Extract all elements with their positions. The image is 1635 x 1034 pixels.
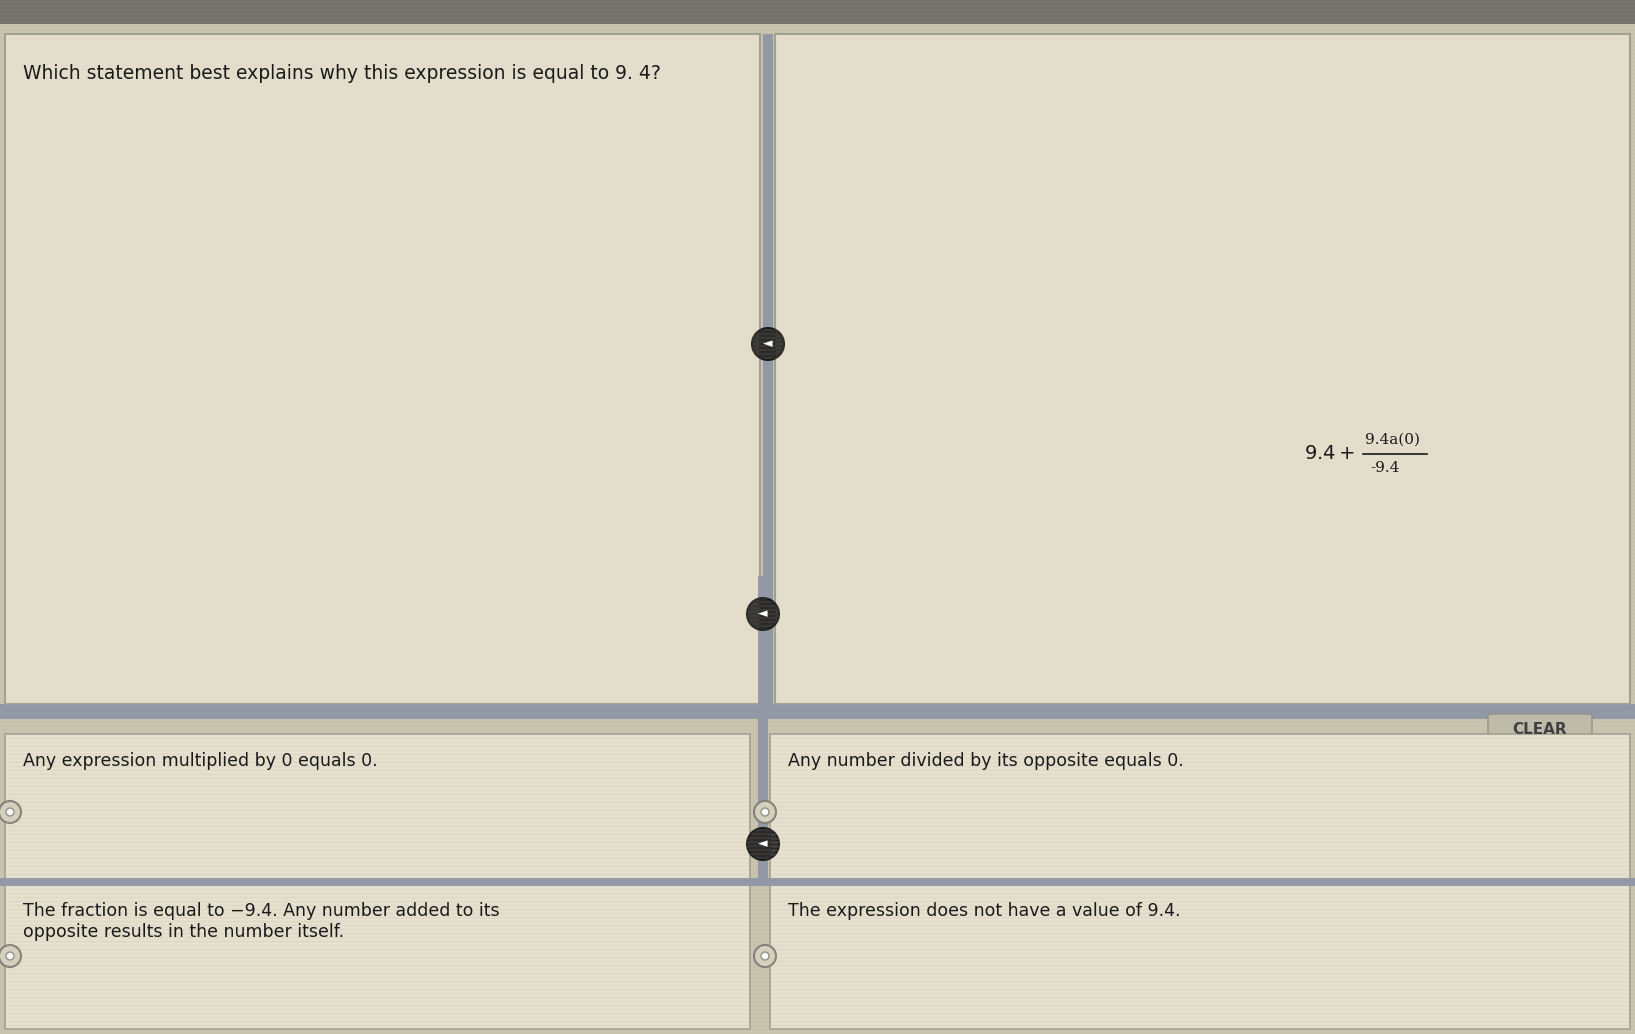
FancyBboxPatch shape [0,878,1635,886]
FancyBboxPatch shape [5,734,750,879]
FancyBboxPatch shape [0,0,1635,24]
Text: Any number divided by its opposite equals 0.: Any number divided by its opposite equal… [788,752,1184,770]
Text: The fraction is equal to −9.4. Any number added to its
opposite results in the n: The fraction is equal to −9.4. Any numbe… [23,902,500,941]
Text: CLEAR: CLEAR [1512,723,1568,737]
Text: ◄: ◄ [759,608,768,620]
FancyBboxPatch shape [764,34,773,719]
Text: 9.4a(0): 9.4a(0) [1365,433,1421,447]
Text: $9.4 +$: $9.4 +$ [1303,445,1355,463]
FancyBboxPatch shape [759,576,768,886]
Text: -9.4: -9.4 [1370,461,1400,475]
Circle shape [0,945,21,967]
Text: ◄: ◄ [764,337,773,351]
Circle shape [760,808,768,816]
Circle shape [754,801,777,823]
Circle shape [0,801,21,823]
Text: ◄: ◄ [759,838,768,851]
Circle shape [752,328,785,360]
FancyBboxPatch shape [770,734,1630,879]
FancyBboxPatch shape [0,704,1635,719]
Circle shape [754,945,777,967]
Text: Which statement best explains why this expression is equal to 9. 4?: Which statement best explains why this e… [23,64,661,83]
Text: The expression does not have a value of 9.4.: The expression does not have a value of … [788,902,1180,920]
Circle shape [7,808,15,816]
FancyBboxPatch shape [770,884,1630,1029]
FancyBboxPatch shape [5,884,750,1029]
FancyBboxPatch shape [5,34,760,704]
Circle shape [747,828,778,860]
Circle shape [747,598,778,630]
Text: Any expression multiplied by 0 equals 0.: Any expression multiplied by 0 equals 0. [23,752,378,770]
Circle shape [760,952,768,960]
Circle shape [7,952,15,960]
FancyBboxPatch shape [775,34,1630,704]
FancyBboxPatch shape [1488,714,1592,746]
